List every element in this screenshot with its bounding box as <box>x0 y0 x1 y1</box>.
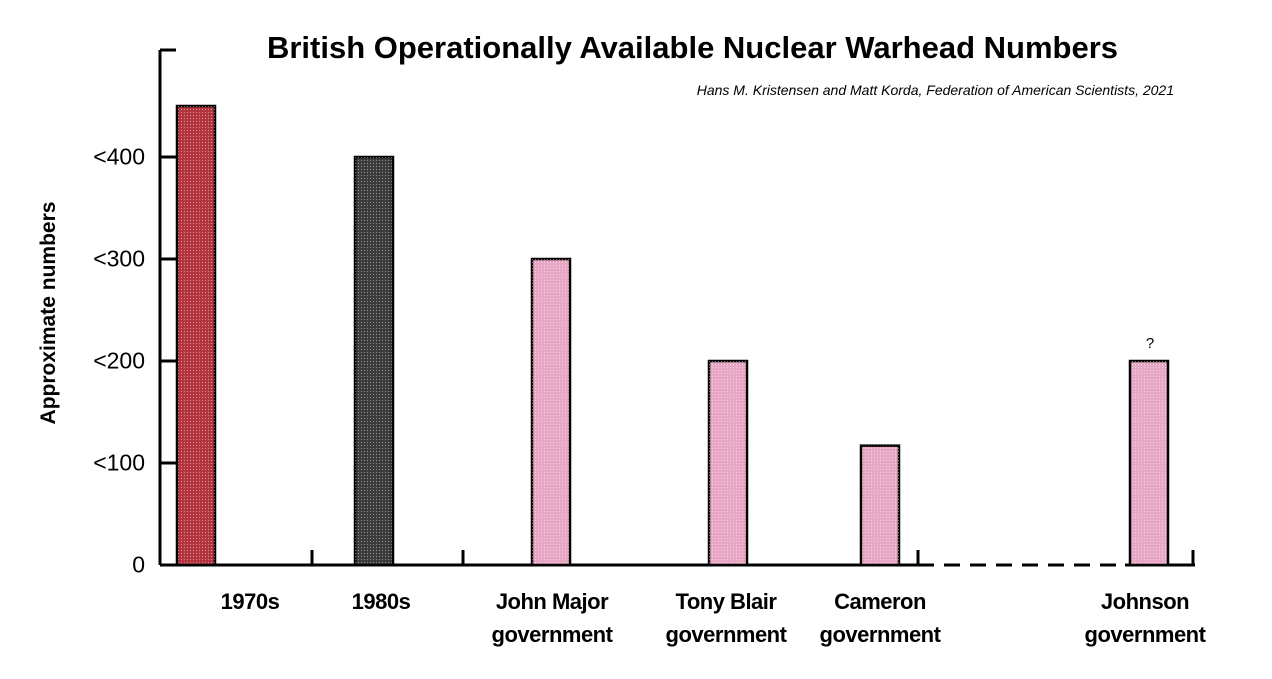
y-tick-label: <200 <box>93 347 145 374</box>
bar <box>707 359 749 567</box>
x-category-label: 1970s <box>220 589 280 614</box>
y-tick-label: 0 <box>132 551 145 578</box>
bar-texture <box>861 445 899 565</box>
chart-subtitle: Hans M. Kristensen and Matt Korda, Feder… <box>696 82 1174 98</box>
bar-texture <box>355 157 393 565</box>
bar <box>859 444 901 567</box>
chart-title: British Operationally Available Nuclear … <box>266 30 1119 65</box>
bar <box>353 155 395 567</box>
y-tick-label: <100 <box>93 449 145 476</box>
bar-texture <box>177 106 215 565</box>
bar <box>175 104 217 567</box>
bar-texture <box>709 361 747 565</box>
y-axis-label: Approximate numbers <box>37 201 60 425</box>
x-category-label: John Major government <box>491 589 613 647</box>
x-category-label: Cameron government <box>819 589 941 647</box>
bar-texture <box>1130 361 1168 565</box>
x-category-label: 1980s <box>351 589 411 614</box>
bar <box>1128 359 1170 567</box>
y-tick-label: <400 <box>93 143 145 170</box>
x-category-label: Johnson government <box>1084 589 1206 647</box>
bar-annotation: ? <box>1145 335 1155 352</box>
bar-texture <box>532 259 570 565</box>
chart-axes <box>158 48 1195 567</box>
y-tick-label: <300 <box>93 245 145 272</box>
bar <box>530 257 572 567</box>
chart-bars <box>175 104 1170 567</box>
x-category-label: Tony Blair government <box>665 589 787 647</box>
